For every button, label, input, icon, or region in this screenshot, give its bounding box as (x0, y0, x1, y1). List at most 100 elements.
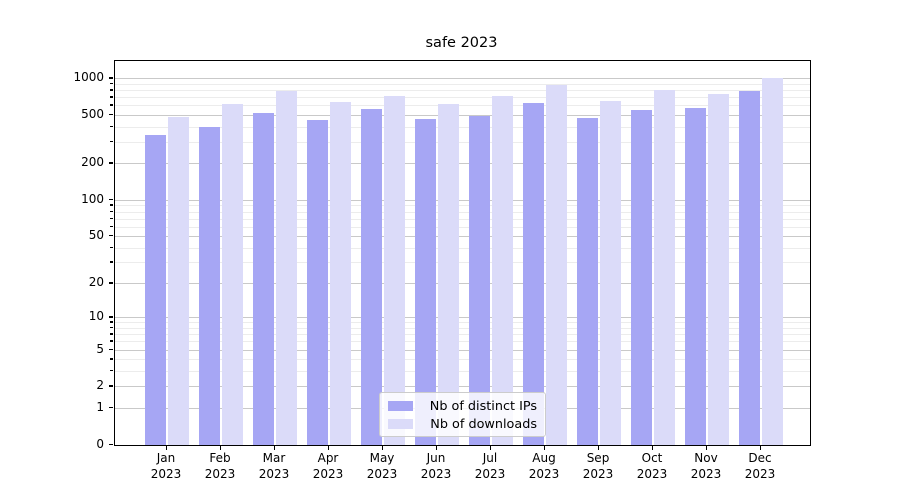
y-tick-mark-minor (110, 261, 113, 263)
bar-distinct-ips (307, 119, 329, 445)
gridline-minor (115, 211, 810, 213)
gridline-major (115, 283, 810, 285)
x-tick-label: Jun 2023 (420, 451, 452, 481)
bar-distinct-ips (145, 135, 167, 445)
gridline-minor (115, 322, 810, 324)
y-tick-mark-minor (110, 204, 113, 206)
y-tick-mark-minor (110, 370, 113, 372)
bar-downloads (491, 96, 513, 445)
y-tick-label: 50 (88, 228, 104, 243)
y-tick-mark (108, 282, 113, 284)
gridline-minor (115, 341, 810, 343)
gridline-major (115, 349, 810, 351)
bar-downloads (707, 93, 729, 445)
y-tick-mark-minor (110, 140, 113, 143)
x-tick-label: Apr 2023 (312, 451, 344, 481)
y-tick-mark-minor (110, 104, 113, 106)
y-tick-label: 1 (96, 399, 104, 414)
x-tick-mark (274, 445, 276, 450)
y-tick-mark (108, 385, 113, 387)
gridline-minor (115, 83, 810, 85)
x-tick-mark (652, 445, 654, 450)
y-tick-label: 10 (88, 309, 104, 324)
x-tick-label: Nov 2023 (690, 451, 722, 481)
x-tick-label: Feb 2023 (204, 451, 236, 481)
bar-distinct-ips (469, 115, 491, 445)
y-tick-label: 5 (96, 341, 104, 356)
gridline-major (115, 386, 810, 388)
x-tick-label: Mar 2023 (258, 451, 290, 481)
gridline-minor (115, 262, 810, 264)
legend-swatch-downloads (388, 418, 413, 430)
y-tick-mark-minor (110, 82, 113, 85)
y-tick-label: 1000 (73, 70, 104, 85)
bar-distinct-ips (253, 112, 275, 445)
gridline-minor (115, 247, 810, 249)
legend-item-downloads: Nb of downloads (388, 416, 537, 432)
bar-downloads (761, 78, 783, 445)
y-tick-mark-minor (110, 358, 113, 360)
x-tick-label: Dec 2023 (744, 451, 776, 481)
bar-downloads (437, 104, 459, 445)
x-tick-mark (328, 445, 330, 450)
y-tick-mark-minor (110, 333, 113, 335)
y-tick-mark-minor (110, 225, 113, 227)
gridline-minor (115, 126, 810, 128)
gridline-minor (115, 205, 810, 207)
plot-area: Nb of distinct IPs Nb of downloads (114, 60, 811, 446)
x-tick-mark (544, 445, 546, 450)
bar-distinct-ips (739, 90, 761, 445)
legend-label-distinct-ips: Nb of distinct IPs (429, 398, 537, 414)
gridline-minor (115, 90, 810, 92)
y-tick-label: 20 (88, 275, 104, 290)
x-tick-mark (760, 445, 762, 450)
bar-downloads (329, 101, 351, 445)
gridline-major (115, 317, 810, 319)
x-tick-label: Jul 2023 (474, 451, 506, 481)
x-tick-mark (598, 445, 600, 450)
x-tick-mark (220, 445, 222, 450)
bar-distinct-ips (631, 110, 653, 445)
y-tick-mark (108, 406, 113, 409)
x-tick-mark (166, 445, 168, 450)
gridline-major (115, 78, 810, 80)
y-tick-label: 500 (81, 106, 104, 121)
gridline-major (115, 199, 810, 201)
bar-distinct-ips (199, 126, 221, 445)
y-tick-mark (108, 443, 113, 445)
gridline-major (115, 114, 810, 116)
y-tick-mark (108, 198, 113, 201)
gridline-minor (115, 141, 810, 143)
y-tick-mark (108, 77, 113, 79)
x-tick-mark (706, 445, 708, 450)
x-tick-label: May 2023 (366, 451, 398, 481)
bar-distinct-ips (523, 102, 545, 445)
y-tick-label: 100 (81, 191, 104, 206)
gridline-minor (115, 371, 810, 373)
bar-downloads (167, 117, 189, 445)
y-tick-mark-minor (110, 96, 113, 98)
bar-distinct-ips (577, 117, 599, 445)
y-tick-mark (108, 235, 113, 237)
legend: Nb of distinct IPs Nb of downloads (379, 392, 546, 437)
gridline-minor (115, 334, 810, 336)
gridline-minor (115, 226, 810, 228)
y-tick-mark-minor (110, 210, 113, 212)
bar-downloads (653, 90, 675, 445)
y-tick-mark-minor (110, 89, 113, 91)
bar-downloads (221, 104, 243, 445)
y-tick-mark-minor (110, 125, 113, 128)
gridline-minor (115, 105, 810, 107)
x-tick-label: Oct 2023 (636, 451, 668, 481)
gridline-major (115, 236, 810, 238)
y-tick-label: 200 (81, 155, 104, 170)
x-tick-mark (436, 445, 438, 450)
chart-title: safe 2023 (425, 35, 498, 51)
x-tick-label: Aug 2023 (528, 451, 560, 481)
x-tick-label: Sep 2023 (582, 451, 614, 481)
y-tick-label: 2 (96, 378, 104, 393)
bar-downloads (275, 91, 297, 445)
y-tick-mark-minor (110, 340, 113, 342)
legend-swatch-distinct-ips (388, 400, 413, 412)
